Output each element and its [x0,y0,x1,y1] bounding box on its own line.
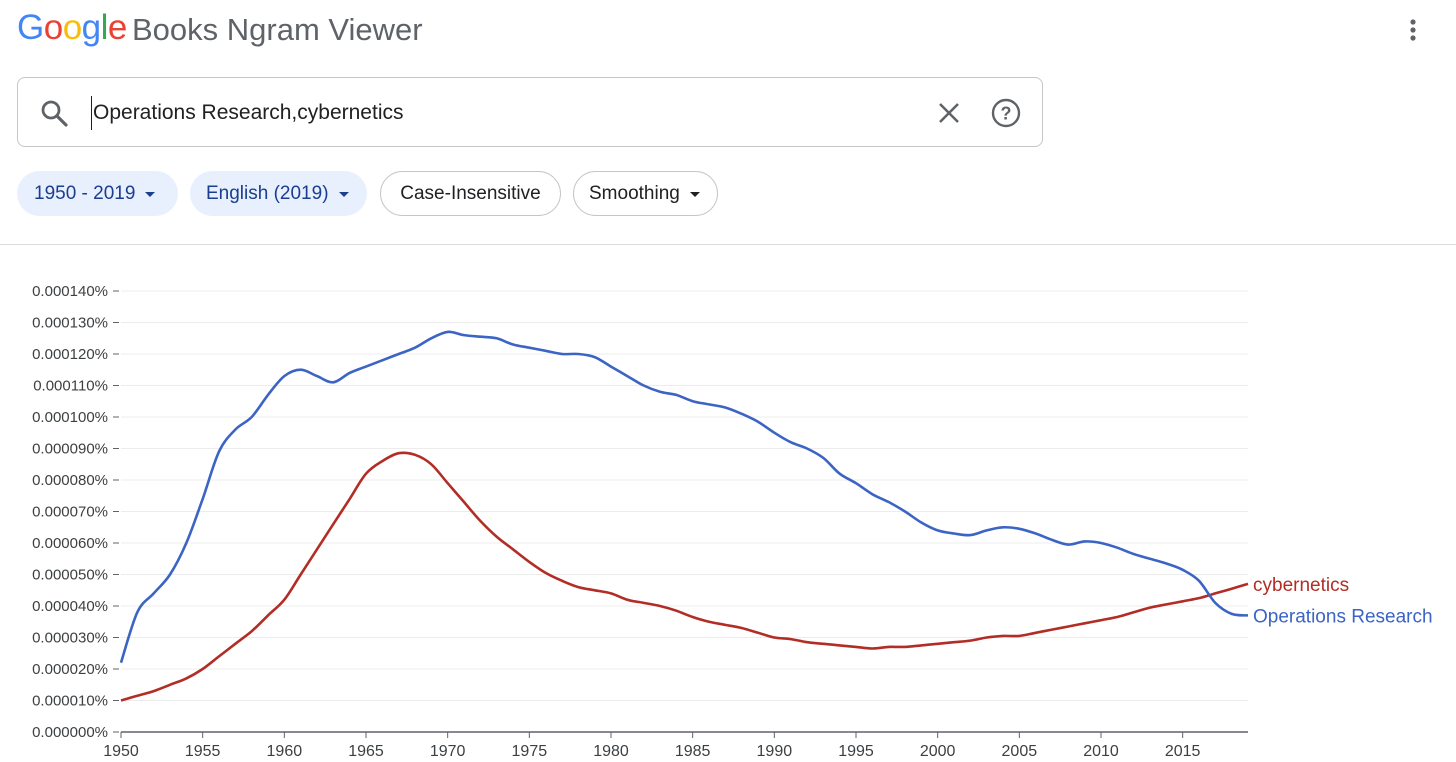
caret-down-icon [338,192,349,197]
search-icon[interactable] [40,99,68,127]
corpus-label: English (2019) [206,182,329,204]
y-tick-label: 0.000060% [32,535,108,552]
app-header: Google Books Ngram Viewer [0,0,1456,60]
x-tick-label: 2015 [1165,743,1201,760]
google-logo[interactable]: Google [17,8,127,48]
x-tick-label: 1960 [267,743,303,760]
x-tick-label: 1990 [757,743,793,760]
y-tick-label: 0.000130% [32,315,108,332]
y-tick-label: 0.000080% [32,472,108,489]
svg-text:?: ? [1001,104,1012,124]
y-tick-label: 0.000140% [32,283,108,300]
year-range-chip[interactable]: 1950 - 2019 [17,171,178,216]
series-line-cybernetics [120,451,1249,702]
close-icon[interactable] [934,98,964,128]
search-input[interactable] [91,96,911,130]
y-tick-label: 0.000020% [32,661,108,678]
y-tick-label: 0.000010% [32,693,108,710]
x-tick-label: 1980 [593,743,629,760]
logo-letter: G [17,8,44,47]
x-tick-label: 1970 [430,743,466,760]
y-tick-label: 0.000050% [32,567,108,584]
y-tick-label: 0.000120% [32,346,108,363]
y-tick-label: 0.000110% [33,378,108,395]
y-tick-label: 0.000070% [32,504,108,521]
x-tick-label: 1965 [348,743,384,760]
ngram-chart: 0.000000% 0.000010% 0.000020% 0.000030% 0.00… [0,262,1456,762]
x-tick-label: 1985 [675,743,711,760]
year-range-label: 1950 - 2019 [34,182,136,204]
search-box: ? [17,77,1043,147]
y-tick-label: 0.000090% [32,441,108,458]
chart-svg: 0.000000% 0.000010% 0.000020% 0.000030% 0.00… [32,283,1433,760]
x-tick-label: 1950 [103,743,139,760]
logo-letter: l [100,8,109,47]
x-tick-label: 1995 [838,743,874,760]
more-vert-icon[interactable] [1397,14,1429,46]
x-tick-label: 1955 [185,743,221,760]
x-tick-label: 2010 [1083,743,1119,760]
y-tick-label: 0.000030% [32,630,108,647]
series-line-operations-research [119,330,1249,664]
help-icon[interactable]: ? [990,97,1022,129]
x-tick-label: 1975 [512,743,548,760]
x-tick-label: 2005 [1002,743,1038,760]
logo-letter: g [81,8,101,47]
logo-letter: o [43,8,63,47]
caret-down-icon [689,192,700,197]
y-tick-label: 0.000100% [32,409,108,426]
app-title: Books Ngram Viewer [132,12,423,47]
series-label-operations-research: Operations Research [1253,606,1433,627]
divider [0,244,1456,245]
case-insensitive-chip[interactable]: Case-Insensitive [380,171,561,216]
smoothing-label: Smoothing [589,182,680,204]
smoothing-chip[interactable]: Smoothing [573,171,718,216]
caret-down-icon [145,192,156,197]
x-tick-label: 2000 [920,743,956,760]
series-label-cybernetics: cybernetics [1253,575,1349,596]
case-label: Case-Insensitive [400,182,541,204]
y-tick-label: 0.000040% [32,598,108,615]
logo-letter: e [107,8,127,47]
logo-letter: o [62,8,82,47]
y-tick-label: 0.000000% [32,724,108,741]
corpus-chip[interactable]: English (2019) [190,171,367,216]
